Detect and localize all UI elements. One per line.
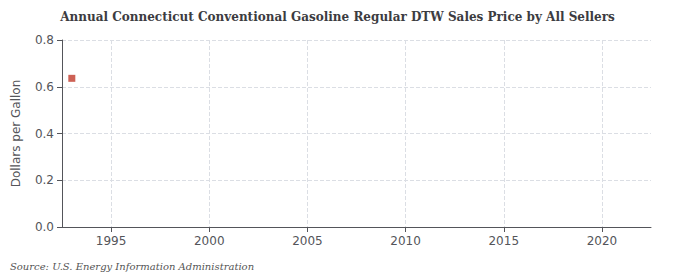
svg-text:0.8: 0.8 — [35, 33, 54, 47]
svg-text:Annual Connecticut Conventiona: Annual Connecticut Conventional Gasoline… — [59, 10, 615, 24]
svg-text:0.6: 0.6 — [35, 80, 54, 94]
svg-text:1995: 1995 — [96, 234, 127, 248]
svg-text:0.4: 0.4 — [35, 127, 54, 141]
svg-text:2020: 2020 — [587, 234, 618, 248]
svg-text:2005: 2005 — [292, 234, 323, 248]
svg-text:0.2: 0.2 — [35, 173, 54, 187]
svg-text:Dollars per Gallon: Dollars per Gallon — [9, 80, 23, 188]
svg-text:Source: U.S. Energy Informatio: Source: U.S. Energy Information Administ… — [10, 261, 254, 272]
svg-text:2015: 2015 — [488, 234, 519, 248]
svg-text:2010: 2010 — [390, 234, 421, 248]
svg-text:2000: 2000 — [194, 234, 225, 248]
svg-text:0.0: 0.0 — [35, 220, 54, 234]
